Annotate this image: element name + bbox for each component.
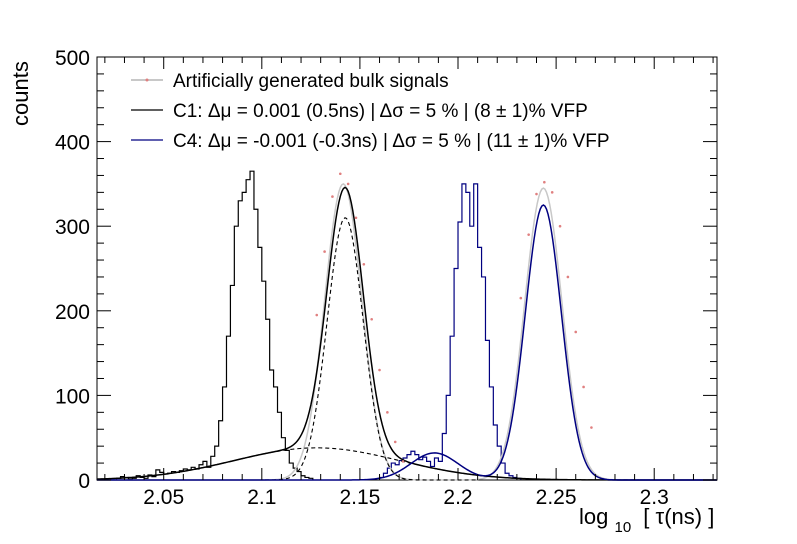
bulk-point: [378, 368, 381, 372]
bulk-point: [519, 296, 523, 300]
x-tick-label: 2.15: [339, 486, 380, 509]
histogram-layer: [116, 170, 522, 480]
y-tick-label: 500: [55, 47, 90, 70]
plot-frame: [96, 56, 718, 481]
x-tick-label: 2.05: [143, 486, 184, 509]
fit-curve-bulk-reference: [97, 183, 717, 481]
bulk-point: [393, 440, 397, 444]
bulk-point: [582, 385, 585, 389]
legend-label-c4: C4: Δμ = -0.001 (-0.3ns) | Δσ = 5 % | (1…: [173, 131, 610, 152]
x-tick-label: 2.2: [443, 486, 472, 509]
bulk-points-layer: [315, 172, 593, 463]
fit-curves-layer: [96, 183, 717, 481]
bulk-point: [574, 330, 578, 334]
bulk-point: [558, 224, 562, 228]
x-axis-title: log 10 [ τ(ns) ]: [579, 504, 714, 537]
y-tick-label: 200: [55, 301, 90, 324]
bulk-point: [362, 262, 366, 266]
bulk-point: [331, 195, 334, 198]
bulk-point: [346, 182, 350, 186]
bulk-point: [550, 191, 554, 194]
legend: Artificially generated bulk signals C1: …: [131, 71, 610, 152]
bulk-point: [543, 180, 546, 184]
bulk-point: [315, 313, 319, 317]
y-tick-label: 0: [78, 470, 90, 493]
x-tick-label: 2.3: [640, 486, 669, 509]
y-tick-label: 100: [55, 385, 90, 408]
legend-marker-bulk: [145, 78, 149, 82]
bulk-point: [401, 460, 405, 463]
fit-curve-c4-fit: [97, 204, 717, 481]
bulk-point: [338, 172, 342, 176]
legend-label-bulk: Artificially generated bulk signals: [173, 71, 449, 92]
fit-curve-c1-tail: [96, 447, 717, 481]
bulk-point: [535, 192, 538, 196]
bulk-point: [527, 233, 530, 236]
axes-layer: [97, 56, 717, 481]
y-tick-label: 400: [55, 132, 90, 155]
x-axis-title-rest: [ τ(ns) ]: [643, 504, 714, 529]
x-axis-title-main: log: [579, 504, 608, 529]
bulk-point: [566, 275, 570, 279]
bulk-point: [323, 250, 326, 253]
legend-label-c1: C1: Δμ = 0.001 (0.5ns) | Δσ = 5 % | (8 ±…: [173, 101, 588, 122]
x-axis-title-subscript: 10: [614, 519, 631, 536]
y-tick-label: 300: [55, 216, 90, 239]
y-axis-title: counts: [8, 61, 33, 126]
tick-labels-layer: 2.05 2.1 2.15 2.2 2.25 2.3 0 100 200 300 400 500: [55, 47, 669, 509]
histogram-c1: [116, 170, 314, 480]
x-tick-label: 2.1: [247, 486, 276, 509]
fit-curve-c1-fit: [96, 186, 717, 481]
fit-curve-c1-component: [97, 217, 717, 481]
bulk-point: [354, 216, 358, 220]
x-tick-label: 2.25: [536, 486, 577, 509]
histogram-c4: [378, 183, 522, 480]
bulk-point: [590, 426, 593, 429]
bulk-point: [370, 317, 373, 321]
bulk-point: [386, 411, 389, 414]
